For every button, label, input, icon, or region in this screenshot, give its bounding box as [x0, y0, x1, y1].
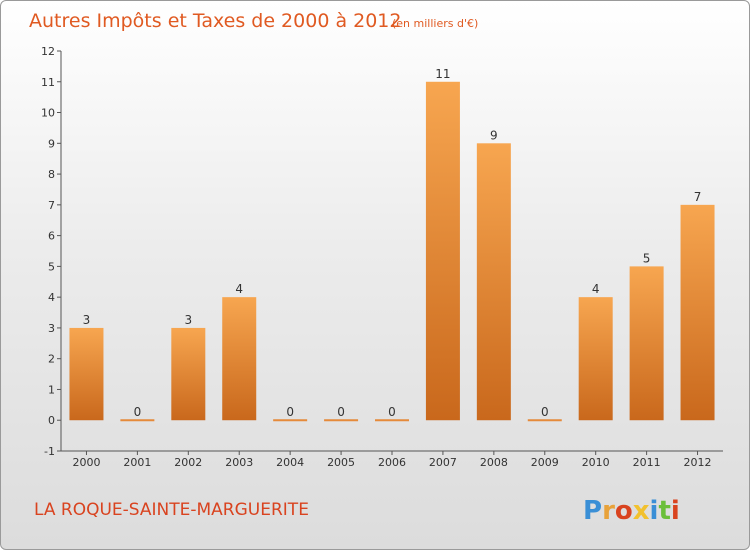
data-label: 4: [592, 282, 600, 296]
y-tick-label: 0: [48, 414, 55, 427]
y-tick-label: 6: [48, 230, 55, 243]
data-label: 11: [435, 67, 450, 81]
data-label: 7: [694, 190, 702, 204]
x-tick-label: 2009: [531, 456, 559, 469]
plot-area: -101234567891011123200002001320024200302…: [41, 45, 723, 469]
data-label: 0: [388, 405, 396, 419]
y-tick-label: 12: [41, 45, 55, 58]
y-tick-label: 7: [48, 199, 55, 212]
x-tick-label: 2004: [276, 456, 304, 469]
x-tick-label: 2011: [633, 456, 661, 469]
data-label: 0: [337, 405, 345, 419]
x-tick-label: 2007: [429, 456, 457, 469]
y-tick-label: 10: [41, 107, 55, 120]
bar: [222, 297, 257, 421]
bar: [680, 204, 715, 421]
x-tick-label: 2012: [684, 456, 712, 469]
data-label: 3: [184, 313, 192, 327]
x-tick-label: 2010: [582, 456, 610, 469]
x-tick-label: 2006: [378, 456, 406, 469]
data-label: 9: [490, 128, 498, 142]
y-tick-label: 4: [48, 291, 55, 304]
data-label: 0: [286, 405, 294, 419]
x-tick-label: 2001: [123, 456, 151, 469]
y-tick-label: 1: [48, 383, 55, 396]
location-name: LA ROQUE-SAINTE-MARGUERITE: [34, 500, 309, 520]
bar: [476, 143, 511, 421]
chart-title: Autres Impôts et Taxes de 2000 à 2012: [29, 10, 402, 32]
data-label: 0: [541, 405, 549, 419]
y-tick-label: 9: [48, 137, 55, 150]
bar: [69, 327, 104, 421]
x-tick-label: 2005: [327, 456, 355, 469]
data-label: 3: [83, 313, 91, 327]
y-tick-label: 5: [48, 260, 55, 273]
y-tick-label: 3: [48, 322, 55, 335]
bar: [629, 266, 664, 421]
proxiti-logo: Proxiti: [583, 496, 680, 526]
bar: [171, 327, 206, 421]
bar: [425, 81, 460, 421]
y-tick-label: -1: [44, 445, 55, 458]
y-tick-label: 2: [48, 353, 55, 366]
x-tick-label: 2008: [480, 456, 508, 469]
x-tick-label: 2000: [72, 456, 100, 469]
y-tick-label: 11: [41, 76, 55, 89]
chart-subtitle: (en milliers d'€): [392, 17, 478, 30]
y-tick-label: 8: [48, 168, 55, 181]
x-tick-label: 2003: [225, 456, 253, 469]
data-label: 0: [134, 405, 142, 419]
x-tick-label: 2002: [174, 456, 202, 469]
data-label: 5: [643, 251, 651, 265]
bar: [578, 297, 613, 421]
data-label: 4: [235, 282, 243, 296]
